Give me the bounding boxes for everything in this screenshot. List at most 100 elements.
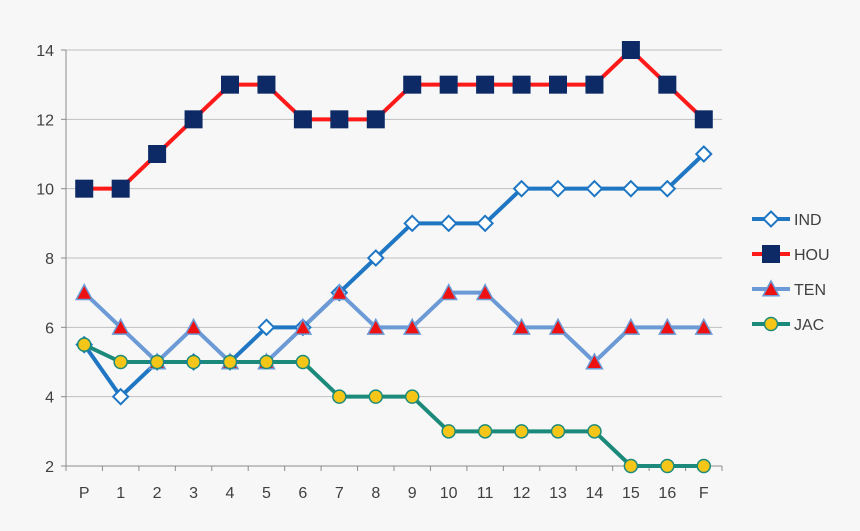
legend-item-ten: TEN	[752, 279, 826, 299]
data-point-jac	[295, 354, 311, 370]
legend-label: HOU	[794, 247, 830, 264]
legend-marker	[761, 279, 781, 297]
y-tick-label: 4	[45, 390, 54, 407]
data-point-hou	[330, 110, 349, 129]
data-point-ind	[403, 214, 422, 233]
data-point-jac	[368, 389, 384, 404]
x-tick-label: 6	[298, 485, 307, 502]
data-point-jac	[587, 424, 602, 439]
data-point-jac	[441, 424, 456, 439]
data-point-jac	[404, 389, 420, 404]
data-point-ten	[293, 317, 313, 335]
y-tick-label: 8	[45, 251, 54, 268]
x-tick-label: 16	[658, 485, 676, 502]
data-point-ten	[439, 283, 458, 301]
data-point-hou	[621, 41, 640, 59]
data-point-ten	[585, 352, 604, 370]
series-line-jac	[82, 342, 706, 468]
data-point-ind	[257, 318, 276, 337]
data-point-jac	[186, 354, 201, 370]
x-tick-labels: P 1 2 3 4 5 6 7 8 9 10 11 12 13 14 15 16 F	[79, 485, 709, 502]
data-point-jac	[222, 354, 238, 370]
data-point-jac	[113, 354, 128, 370]
data-point-ind	[694, 145, 713, 163]
data-point-ten	[658, 317, 677, 335]
x-tick-label: 12	[513, 485, 531, 502]
x-tick-label: 5	[262, 485, 271, 502]
data-point-hou	[512, 75, 531, 94]
x-tick-label: 8	[371, 485, 380, 502]
y-tick-label: 10	[36, 182, 54, 199]
data-point-ten	[402, 317, 422, 335]
data-point-hou	[658, 75, 677, 94]
data-point-hou	[476, 75, 495, 94]
data-point-ten	[184, 317, 203, 335]
legend-marker	[762, 245, 780, 263]
y-tick-label: 2	[45, 459, 54, 476]
data-point-hou	[366, 110, 385, 129]
data-point-ten	[74, 283, 94, 301]
legend-item-jac: JAC	[752, 316, 824, 334]
legend-label: JAC	[794, 317, 824, 334]
axes	[61, 49, 723, 471]
data-point-ind	[512, 179, 531, 198]
x-tick-label: 7	[335, 485, 344, 502]
data-point-hou	[257, 75, 276, 94]
data-point-ten	[475, 283, 495, 301]
y-tick-label: 6	[45, 320, 54, 337]
gridlines	[66, 49, 722, 398]
x-tick-label: 9	[408, 485, 417, 502]
data-point-ind	[621, 179, 640, 198]
data-point-jac	[76, 337, 92, 352]
data-point-jac	[660, 458, 675, 474]
data-point-hou	[184, 110, 203, 129]
data-point-ten	[548, 317, 568, 335]
legend-marker	[763, 316, 779, 332]
data-point-jac	[623, 458, 639, 474]
data-point-hou	[148, 145, 167, 163]
data-point-ind	[658, 179, 677, 198]
x-tick-label: 10	[440, 485, 458, 502]
y-tick-label: 14	[36, 43, 54, 60]
data-point-ind	[585, 179, 604, 198]
x-tick-label: 13	[549, 485, 567, 502]
data-point-hou	[585, 75, 604, 94]
data-point-ten	[621, 317, 641, 335]
data-point-hou	[293, 110, 312, 129]
legend-label: IND	[794, 212, 822, 229]
x-tick-label: 4	[226, 485, 235, 502]
y-tick-labels: 2 4 6 8 10 12 14	[36, 43, 54, 476]
legend-item-ind: IND	[752, 210, 822, 229]
data-point-ind	[549, 179, 567, 198]
x-tick-label: P	[79, 485, 90, 502]
data-point-ind	[439, 214, 458, 233]
data-point-jac	[550, 424, 566, 439]
y-tick-label: 12	[36, 112, 54, 129]
data-point-hou	[549, 75, 567, 94]
data-point-hou	[694, 110, 713, 129]
data-point-jac	[149, 354, 165, 370]
data-point-ten	[694, 317, 714, 335]
legend: IND HOU TEN JAC	[752, 210, 830, 334]
x-tick-label: 14	[586, 485, 604, 502]
x-tick-label: 11	[477, 485, 494, 502]
series-markers	[74, 41, 714, 474]
data-point-hou	[221, 75, 239, 94]
data-point-ten	[111, 317, 130, 335]
data-point-hou	[439, 75, 458, 94]
data-point-hou	[111, 179, 130, 198]
legend-item-hou: HOU	[752, 245, 830, 264]
data-point-ind	[476, 214, 495, 233]
x-tick-label: F	[699, 485, 709, 502]
data-point-hou	[75, 179, 94, 198]
data-point-jac	[259, 354, 274, 370]
x-tick-label: 1	[116, 485, 125, 502]
data-point-ind	[111, 387, 130, 406]
data-point-ind	[366, 249, 385, 267]
data-point-jac	[696, 458, 712, 474]
x-tick-label: 15	[622, 485, 640, 502]
data-point-ten	[366, 317, 386, 335]
legend-marker	[762, 210, 780, 228]
data-point-ten	[512, 317, 531, 335]
